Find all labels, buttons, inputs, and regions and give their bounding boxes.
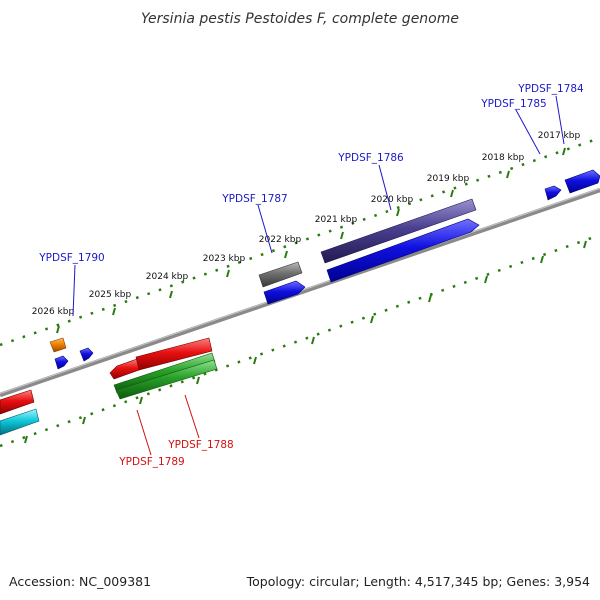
cds-feature[interactable] — [115, 359, 218, 400]
tick-label-2020: 2020 kbp — [371, 195, 414, 205]
tick-label-2021: 2021 kbp — [315, 215, 358, 225]
tick — [428, 294, 432, 303]
cds-feature[interactable] — [0, 389, 35, 415]
genome-backbone — [0, 187, 600, 398]
lower-ticks — [24, 240, 587, 444]
tick-label-2019: 2019 kbp — [427, 174, 470, 184]
leader-line — [515, 109, 541, 155]
tick — [226, 269, 230, 278]
tick — [583, 240, 587, 249]
cds-feature[interactable] — [79, 347, 94, 362]
tick — [112, 307, 116, 316]
tick — [484, 275, 488, 284]
forward-cds-features — [49, 169, 600, 370]
lower-scale — [0, 233, 600, 448]
cds-feature[interactable] — [109, 358, 140, 380]
cds-feature[interactable] — [326, 218, 480, 283]
tick-label-2018: 2018 kbp — [482, 153, 525, 163]
leader-line — [72, 264, 76, 317]
upper-ticks — [56, 147, 566, 334]
tick — [450, 189, 454, 198]
gene-label-ypdsf-1787[interactable]: YPDSF_1787 — [221, 193, 288, 205]
tick — [396, 208, 400, 217]
lower-dotted-line — [0, 233, 600, 448]
tick-label-2017: 2017 kbp — [538, 131, 581, 141]
genome-summary-text: Topology: circular; Length: 4,517,345 bp… — [246, 574, 590, 589]
cds-feature[interactable] — [320, 198, 477, 264]
cds-feature[interactable] — [263, 280, 306, 305]
tick — [340, 231, 344, 240]
gene-label-ypdsf-1785[interactable]: YPDSF_1785 — [480, 98, 547, 110]
gene-label-ypdsf-1789[interactable]: YPDSF_1789 — [118, 456, 185, 468]
upper-dotted-line — [0, 136, 600, 347]
tick — [82, 416, 86, 425]
cds-feature[interactable] — [564, 169, 600, 194]
tick — [311, 336, 315, 345]
cds-feature[interactable] — [544, 185, 562, 201]
leader-line — [184, 394, 200, 439]
leader-line — [257, 204, 273, 254]
leader-line — [136, 409, 152, 456]
tick-label-2024: 2024 kbp — [146, 272, 189, 282]
gene-labels: YPDSF_1784 YPDSF_1785 YPDSF_1786 YPDSF_1… — [38, 83, 584, 468]
map-title: Yersinia pestis Pestoides F, complete ge… — [141, 11, 459, 27]
leader-line — [378, 164, 392, 211]
gene-label-ypdsf-1788[interactable]: YPDSF_1788 — [167, 439, 234, 451]
cds-feature[interactable] — [54, 355, 69, 370]
tick — [196, 376, 200, 385]
tick-label-2025: 2025 kbp — [89, 290, 132, 300]
tick-label-2022: 2022 kbp — [259, 235, 302, 245]
reverse-cds-features — [0, 337, 218, 436]
cds-feature[interactable] — [0, 408, 40, 436]
tick-label-2026: 2026 kbp — [32, 307, 75, 317]
tick-label-2023: 2023 kbp — [203, 254, 246, 264]
cds-feature[interactable] — [49, 337, 67, 353]
label-leaders — [72, 95, 565, 456]
gene-label-ypdsf-1786[interactable]: YPDSF_1786 — [337, 152, 404, 164]
tick — [506, 170, 510, 179]
cds-feature[interactable] — [258, 261, 303, 288]
tick — [562, 147, 566, 156]
tick — [24, 435, 28, 444]
gene-label-ypdsf-1784[interactable]: YPDSF_1784 — [517, 83, 584, 95]
tick — [56, 325, 60, 334]
accession-text: Accession: NC_009381 — [9, 574, 151, 589]
upper-scale: 2017 kbp 2018 kbp 2019 kbp 2020 kbp 2021… — [0, 131, 600, 347]
tick — [370, 315, 374, 324]
upper-tick-labels: 2017 kbp 2018 kbp 2019 kbp 2020 kbp 2021… — [32, 131, 581, 317]
gene-label-ypdsf-1790[interactable]: YPDSF_1790 — [38, 252, 105, 264]
tick — [253, 356, 257, 365]
tick — [139, 396, 143, 405]
tick — [169, 290, 173, 299]
cds-feature[interactable] — [135, 337, 213, 371]
leader-line — [555, 95, 565, 145]
tick — [284, 250, 288, 259]
tick — [540, 255, 544, 264]
